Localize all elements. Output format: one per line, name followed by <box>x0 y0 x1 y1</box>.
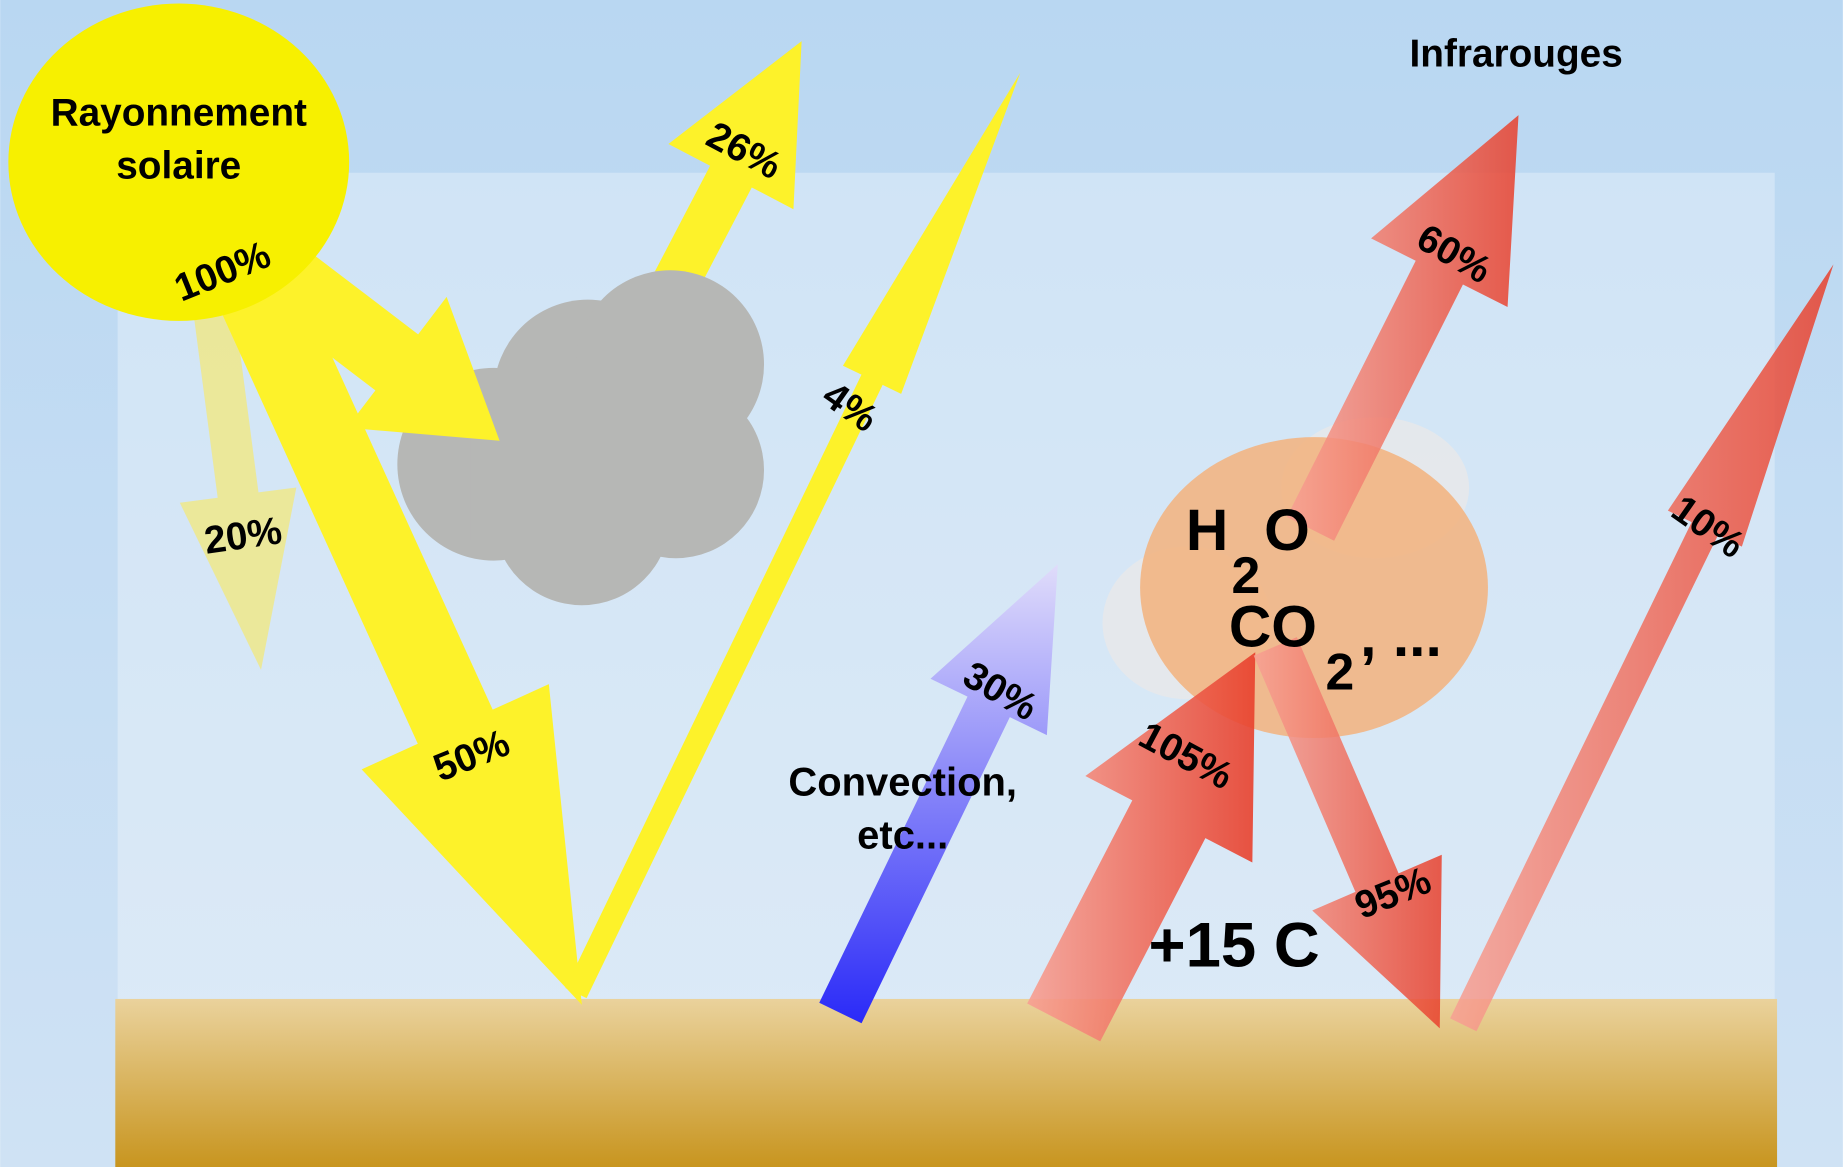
arrow <box>655 41 802 293</box>
percent-label: 20% <box>202 509 285 562</box>
arrow <box>1286 115 1519 541</box>
arrow <box>565 72 1021 999</box>
arrow <box>215 265 582 1005</box>
arrow <box>179 291 297 670</box>
convection-label: Convection, <box>788 761 1017 805</box>
arrow <box>1450 264 1834 1032</box>
arrow <box>231 224 500 441</box>
arrows <box>179 41 1021 1005</box>
convection-label: etc... <box>857 813 948 857</box>
gas-label: H <box>1186 498 1228 563</box>
arrows <box>1027 115 1519 1042</box>
gas-label: 2 <box>1326 642 1355 700</box>
arrow <box>1027 652 1256 1042</box>
arrow <box>1253 637 1442 1029</box>
gas-label: , ... <box>1360 604 1442 669</box>
gas-label: O <box>1264 498 1310 563</box>
infrared-title: Infrarouges <box>1410 33 1623 76</box>
gas-label: CO <box>1229 595 1317 660</box>
ground <box>115 998 1778 1167</box>
arrow <box>819 564 1058 1024</box>
cloud <box>397 270 765 606</box>
arrows <box>231 224 1834 1032</box>
sun-label: solaire <box>116 144 241 187</box>
sun-label: Rayonnement <box>51 91 307 134</box>
sun <box>8 3 350 321</box>
temperature-label: +15 C <box>1149 910 1320 980</box>
gas-label: 2 <box>1231 546 1260 604</box>
